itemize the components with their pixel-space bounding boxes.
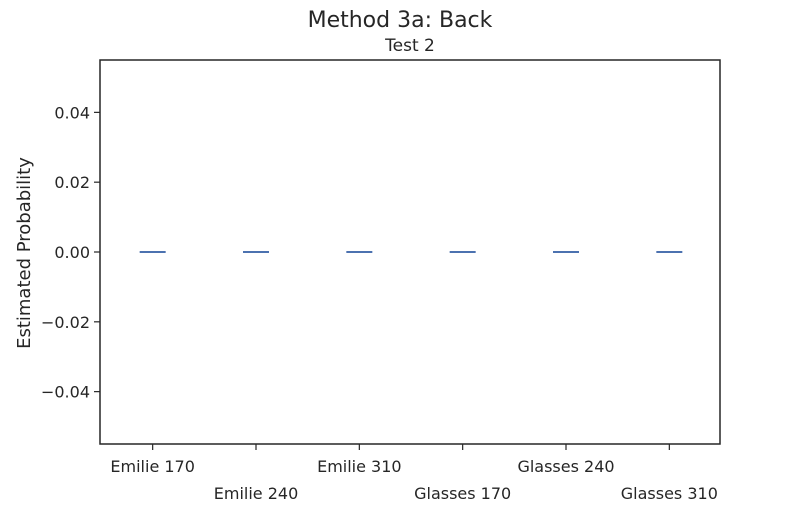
x-tick-label: Emilie 170: [110, 457, 195, 476]
plot-frame: [99, 59, 721, 445]
x-tick-label: Emilie 240: [214, 484, 299, 500]
y-tick-label: 0.04: [54, 103, 90, 122]
y-axis-label: Estimated Probability: [14, 157, 35, 349]
x-tick-label: Glasses 170: [414, 484, 511, 500]
y-tick-label: 0.00: [54, 243, 90, 262]
y-tick-label: −0.02: [41, 313, 90, 332]
chart-subtitle: Test 2: [384, 36, 435, 56]
chart-title: Method 3a: Back: [308, 8, 493, 33]
x-tick-label: Emilie 310: [317, 457, 402, 476]
y-tick-label: 0.02: [54, 173, 90, 192]
x-tick-label: Glasses 310: [621, 484, 718, 500]
y-axis-ticks: −0.04 −0.02 0.00 0.02 0.04: [41, 103, 100, 402]
y-tick-label: −0.04: [41, 383, 90, 402]
x-axis-ticks: Emilie 170 Emilie 240 Emilie 310 Glasses 17…: [110, 444, 718, 503]
x-tick-label: Glasses 240: [517, 457, 614, 476]
